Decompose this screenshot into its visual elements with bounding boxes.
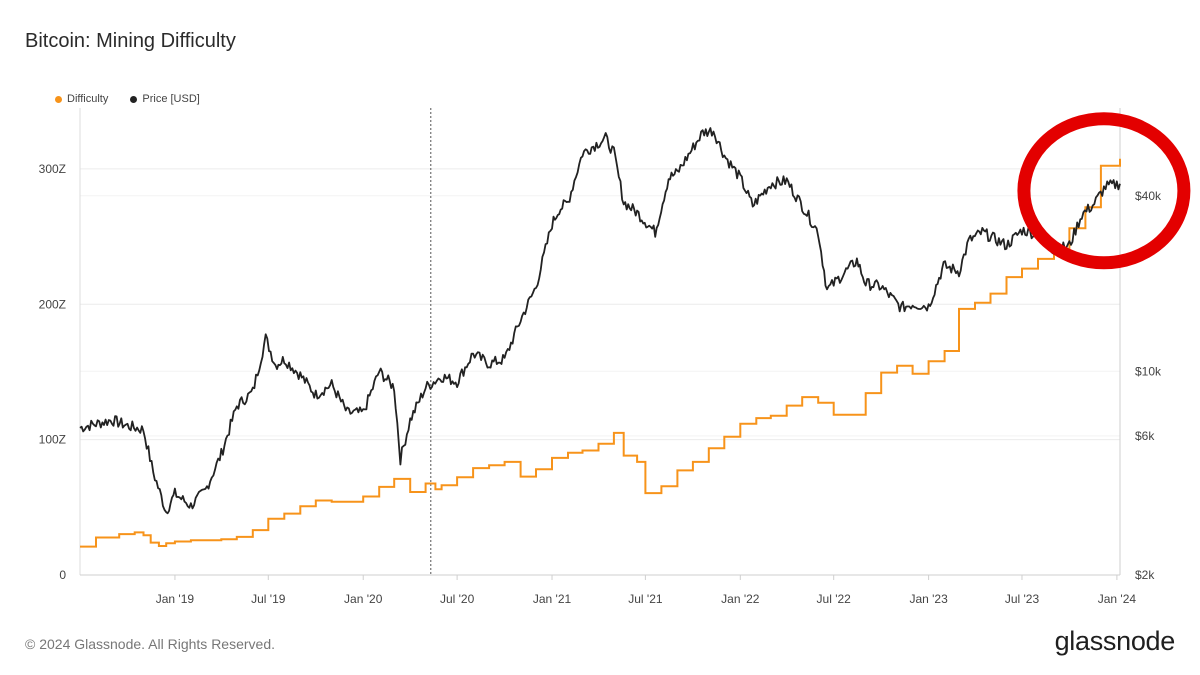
x-tick-label: Jan '21 (533, 592, 572, 606)
highlight-circle (1017, 112, 1191, 270)
x-tick-label: Jul '20 (440, 592, 475, 606)
x-tick-label: Jan '23 (909, 592, 948, 606)
chart-title: Bitcoin: Mining Difficulty (25, 30, 236, 52)
x-tick-label: Jul '22 (817, 592, 852, 606)
x-tick-label: Jul '23 (1005, 592, 1040, 606)
glassnode-logo: glassnode (1054, 626, 1176, 656)
chart-legend: Difficulty Price [USD] (55, 93, 200, 105)
x-tick-label: Jan '22 (721, 592, 760, 606)
legend-item-price[interactable]: Price [USD] (130, 93, 200, 105)
x-tick-label: Jan '19 (156, 592, 195, 606)
y-left-tick-label: 100Z (39, 433, 66, 447)
legend-label-price: Price [USD] (142, 93, 200, 105)
legend-dot-difficulty (55, 95, 62, 103)
x-tick-label: Jan '24 (1098, 592, 1137, 606)
y-left-tick-label: 0 (59, 568, 66, 582)
y-right-tick-label: $2k (1135, 568, 1155, 582)
y-right-tick-label: $6k (1135, 429, 1155, 443)
legend-item-difficulty[interactable]: Difficulty (55, 93, 108, 105)
chart-canvas: 0 100Z 200Z 300Z $2k $6k $10k $40k Jan '19 Jul '1… (39, 108, 1191, 606)
legend-dot-price (130, 95, 138, 103)
y-left-tick-label: 300Z (39, 162, 66, 176)
price-series-line (79, 127, 1121, 515)
legend-label-difficulty: Difficulty (67, 93, 109, 105)
x-tick-label: Jul '21 (628, 592, 663, 606)
x-tick-label: Jan '20 (344, 592, 383, 606)
y-right-tick-label: $10k (1135, 364, 1162, 378)
footer-copyright: © 2024 Glassnode. All Rights Reserved. (25, 636, 276, 652)
difficulty-series-line (80, 158, 1121, 548)
y-right-tick-label: $40k (1135, 189, 1162, 203)
y-left-tick-label: 200Z (39, 297, 66, 311)
x-tick-label: Jul '19 (251, 592, 286, 606)
